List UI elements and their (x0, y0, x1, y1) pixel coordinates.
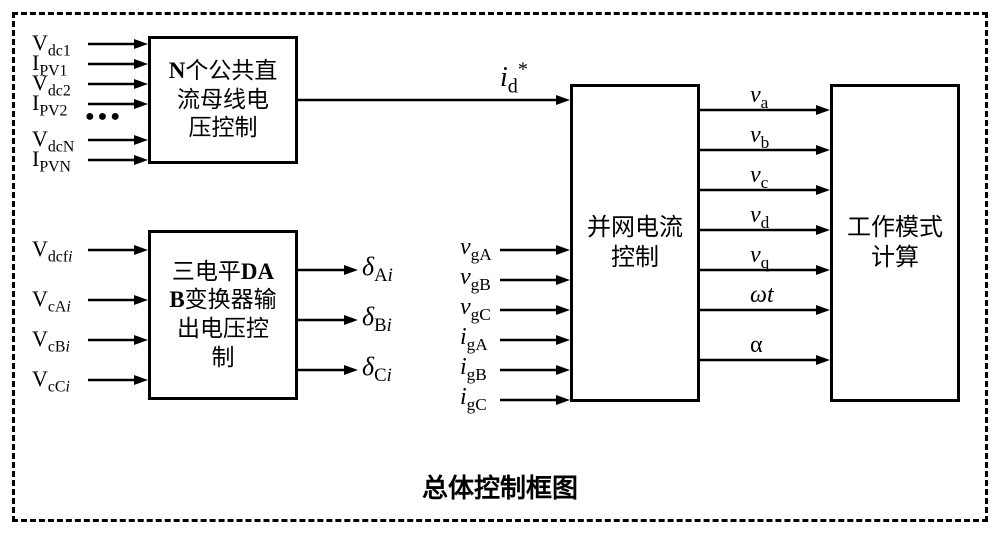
signal-label: IPV2 (32, 90, 67, 116)
signal-label: igA (460, 324, 488, 351)
diagram-caption: 总体控制框图 (0, 468, 1000, 505)
signal-label: igC (460, 384, 487, 411)
signal-label: vq (750, 242, 769, 269)
signal-label: α (750, 332, 763, 359)
signal-label: vgC (460, 294, 491, 321)
signal-label: vb (750, 122, 769, 149)
signal-label: vgB (460, 264, 491, 291)
signal-label: δAi (362, 252, 393, 282)
signal-label: VcBi (32, 326, 70, 352)
signal-label: δCi (362, 352, 392, 382)
signal-label: ωt (750, 282, 774, 309)
signal-label: VcAi (32, 286, 71, 312)
signal-label: Vdcfi (32, 236, 73, 262)
ellipsis-icon: ●●● (85, 108, 123, 126)
signal-label: δBi (362, 302, 392, 332)
signal-label: id* (500, 62, 528, 94)
signal-label: vd (750, 202, 769, 229)
signal-label: va (750, 82, 768, 109)
signal-label: igB (460, 354, 487, 381)
signal-label: vgA (460, 234, 492, 261)
signal-label: vc (750, 162, 768, 189)
signal-label: IPVN (32, 146, 71, 172)
signal-label: VcCi (32, 366, 70, 392)
